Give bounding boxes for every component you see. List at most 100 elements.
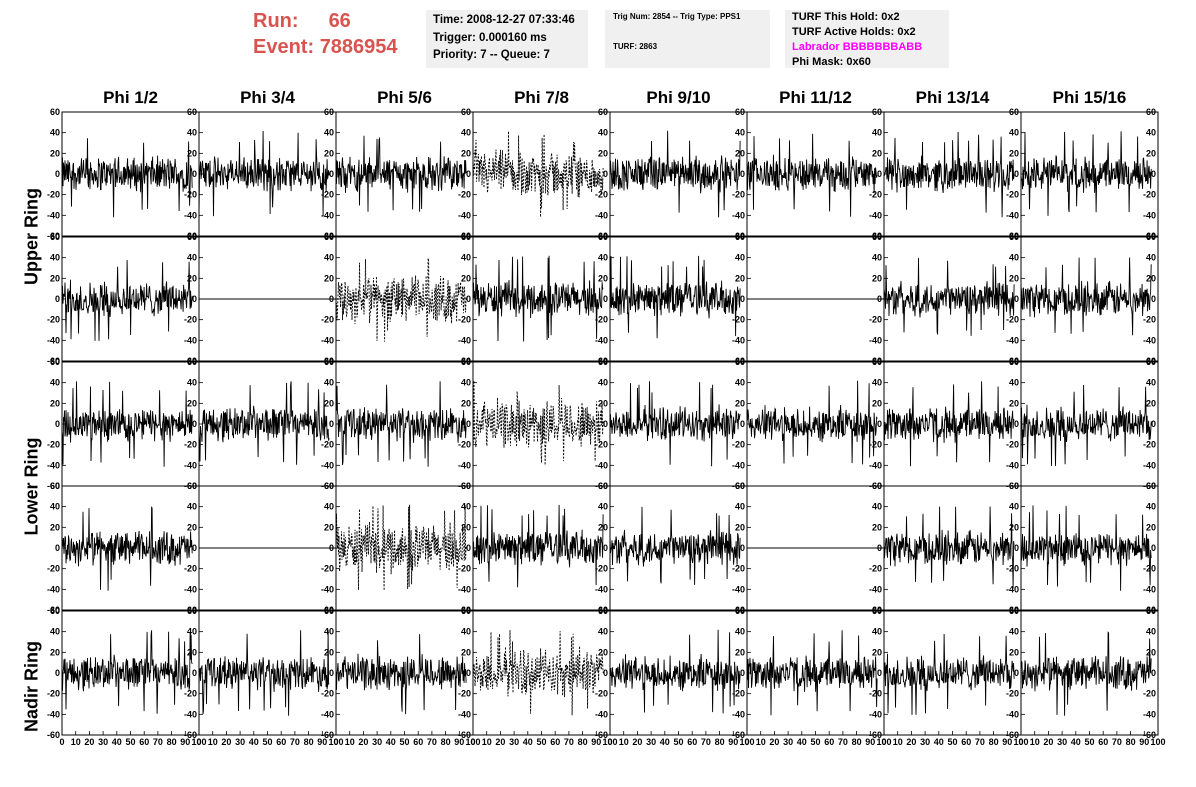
waveform-r3-c1 [61, 381, 193, 467]
y-tick-label: -20 [732, 440, 745, 450]
x-tick-label: 80 [167, 737, 177, 747]
y-tick-label: 60 [50, 606, 60, 616]
y-tick-label: -40 [1143, 709, 1156, 719]
y-tick-label: 40 [50, 627, 60, 637]
y-tick-label: -20 [595, 190, 608, 200]
y-tick-label: 20 [1009, 398, 1019, 408]
y-tick-label: -60 [47, 730, 60, 740]
y-tick-label: 0 [466, 668, 471, 678]
x-tick-label: 80 [989, 737, 999, 747]
y-tick-label: 20 [324, 522, 334, 532]
trig-num-text: Trig Num: 2854 -- Trig Type: PPS1 [613, 12, 741, 21]
x-tick-label: 90 [591, 737, 601, 747]
y-tick-label: 20 [461, 273, 471, 283]
x-tick-label: 70 [975, 737, 985, 747]
y-tick-label: 40 [735, 253, 745, 263]
waveform-r1-c6 [746, 133, 878, 217]
waveform-r2-c5 [609, 255, 741, 339]
column-header-4: Phi 7/8 [514, 88, 569, 107]
x-tick-label: 100 [465, 737, 480, 747]
y-tick-label: 40 [735, 378, 745, 388]
phi-mask-text: Phi Mask: 0x60 [792, 56, 871, 68]
y-tick-label: -60 [184, 730, 197, 740]
y-tick-label: 0 [329, 668, 334, 678]
waveform-r3-c3 [335, 381, 467, 467]
y-tick-label: -40 [869, 210, 882, 220]
y-tick-label: 40 [735, 128, 745, 138]
waveform-r1-c4 [472, 131, 604, 218]
y-tick-label: -60 [458, 356, 471, 366]
y-tick-label: 0 [466, 419, 471, 429]
y-tick-label: 20 [187, 148, 197, 158]
y-tick-label: 40 [50, 378, 60, 388]
y-tick-label: 60 [187, 606, 197, 616]
y-tick-label: 40 [598, 128, 608, 138]
y-tick-label: 20 [1146, 148, 1156, 158]
x-tick-label: 50 [947, 737, 957, 747]
y-tick-label: 60 [324, 606, 334, 616]
y-tick-label: 20 [1146, 522, 1156, 532]
y-tick-label: 0 [329, 543, 334, 553]
y-tick-label: 60 [187, 107, 197, 117]
y-tick-label: -40 [732, 709, 745, 719]
y-tick-label: 20 [1146, 273, 1156, 283]
x-tick-label: 0 [59, 737, 64, 747]
y-tick-label: 40 [598, 253, 608, 263]
y-tick-label: -60 [595, 231, 608, 241]
x-tick-label: 70 [290, 737, 300, 747]
x-tick-label: 80 [1126, 737, 1136, 747]
y-tick-label: -60 [1006, 730, 1019, 740]
x-tick-label: 70 [153, 737, 163, 747]
time-text: Time: 2008-12-27 07:33:46 [433, 14, 575, 26]
y-tick-label: 0 [55, 294, 60, 304]
waveform-r5-c1 [61, 630, 193, 714]
y-tick-label: -40 [1143, 210, 1156, 220]
y-tick-label: 0 [329, 419, 334, 429]
priority-text: Priority: 7 -- Queue: 7 [433, 49, 550, 61]
y-tick-label: -60 [458, 730, 471, 740]
time-info-box: Time: 2008-12-27 07:33:46 Trigger: 0.000… [426, 10, 588, 68]
trig-info-box: Trig Num: 2854 -- Trig Type: PPS1 TURF: … [605, 10, 770, 68]
y-tick-label: -60 [184, 231, 197, 241]
y-tick-label: -20 [184, 689, 197, 699]
y-tick-label: -40 [1006, 460, 1019, 470]
y-tick-label: 60 [1146, 232, 1156, 242]
x-tick-label: 70 [838, 737, 848, 747]
x-tick-label: 60 [139, 737, 149, 747]
y-tick-label: 0 [1151, 294, 1156, 304]
waveform-r1-c2 [198, 130, 330, 217]
y-tick-label: 40 [324, 128, 334, 138]
y-tick-label: -20 [184, 190, 197, 200]
y-tick-label: -40 [321, 210, 334, 220]
x-tick-label: 60 [687, 737, 697, 747]
y-tick-label: 0 [740, 419, 745, 429]
y-tick-label: -40 [869, 335, 882, 345]
turf-active-holds-text: TURF Active Holds: 0x2 [792, 26, 916, 38]
x-tick-label: 20 [769, 737, 779, 747]
x-tick-label: 40 [797, 737, 807, 747]
x-tick-label: 30 [646, 737, 656, 747]
x-tick-label: 90 [865, 737, 875, 747]
x-tick-label: 100 [602, 737, 617, 747]
turf-num-text: TURF: 2863 [613, 42, 658, 51]
y-tick-label: 0 [877, 543, 882, 553]
x-tick-label: 80 [441, 737, 451, 747]
x-tick-label: 30 [98, 737, 108, 747]
y-tick-label: -60 [321, 356, 334, 366]
y-tick-label: 0 [192, 294, 197, 304]
x-tick-label: 10 [619, 737, 629, 747]
y-tick-label: -20 [595, 564, 608, 574]
y-tick-label: -20 [1006, 315, 1019, 325]
x-tick-label: 40 [523, 737, 533, 747]
y-tick-label: 20 [461, 522, 471, 532]
y-tick-label: -20 [595, 315, 608, 325]
y-tick-label: 0 [1014, 543, 1019, 553]
y-tick-label: 40 [50, 253, 60, 263]
y-tick-label: -40 [732, 460, 745, 470]
y-tick-label: 40 [872, 378, 882, 388]
y-tick-label: 40 [461, 378, 471, 388]
y-tick-label: 0 [877, 668, 882, 678]
y-tick-label: 60 [872, 481, 882, 491]
y-tick-label: 60 [461, 357, 471, 367]
y-tick-label: -40 [47, 460, 60, 470]
